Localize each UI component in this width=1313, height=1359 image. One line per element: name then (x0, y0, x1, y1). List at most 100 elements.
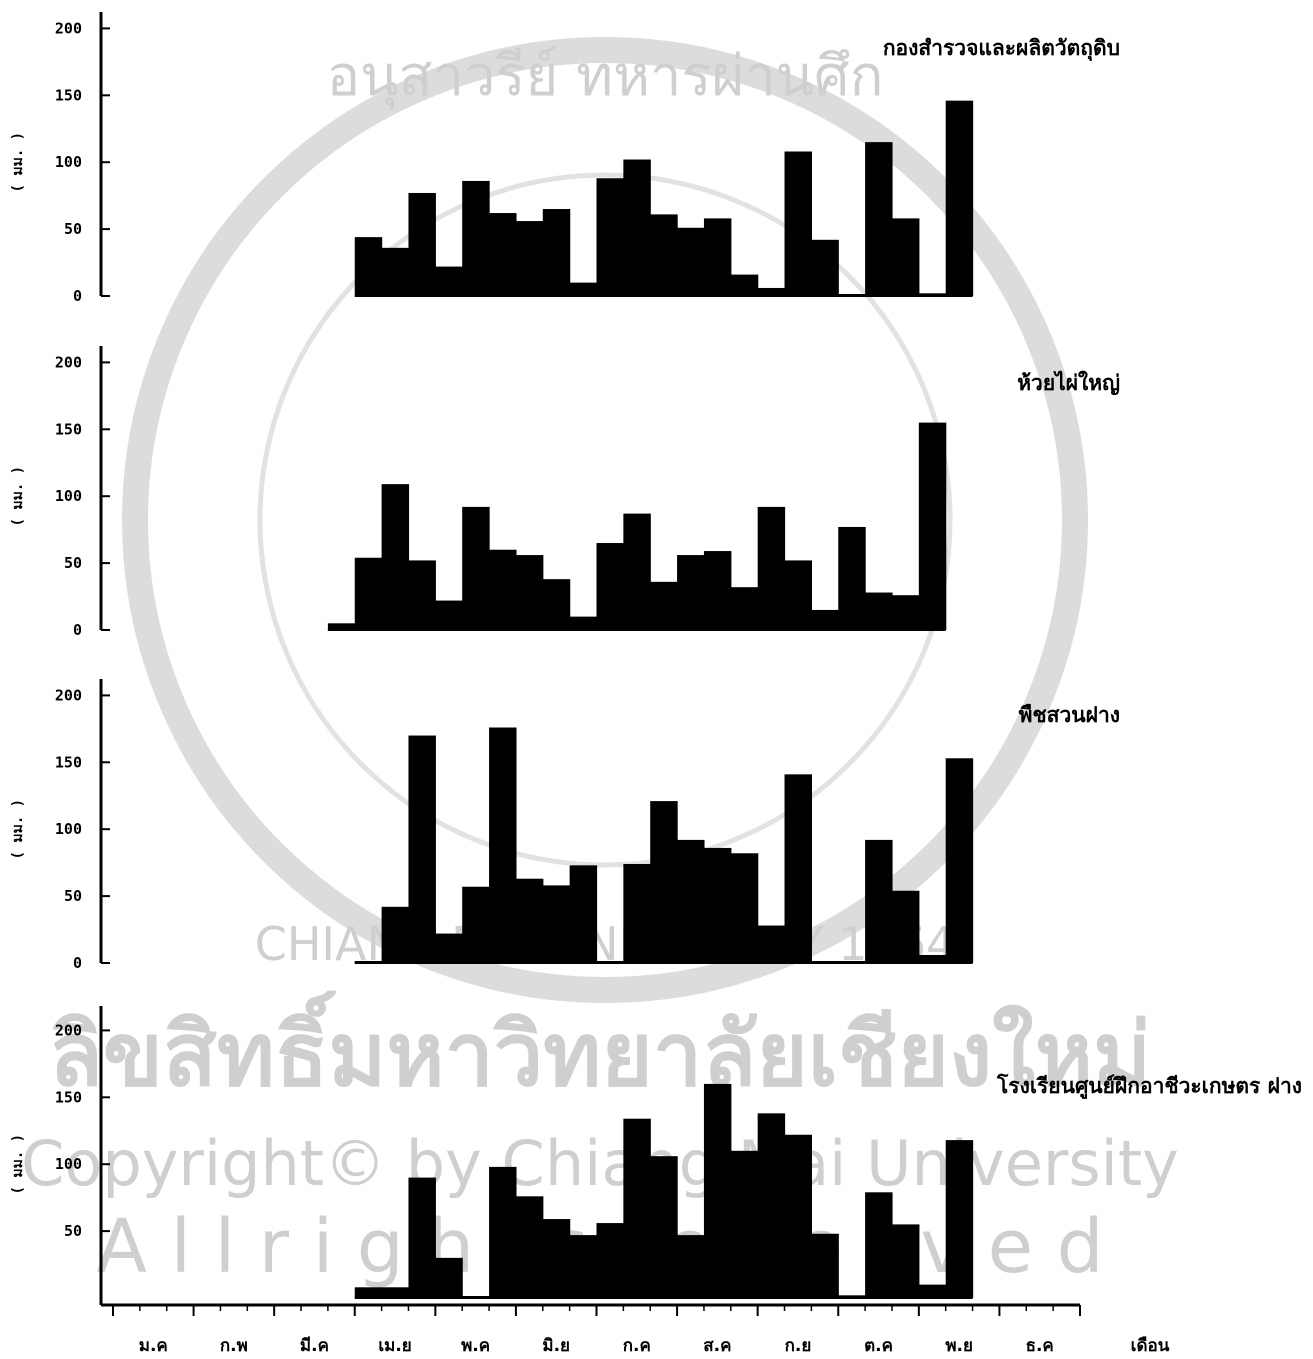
bar (381, 484, 410, 630)
bar (408, 560, 436, 630)
bar (838, 526, 866, 630)
bar (811, 1233, 839, 1298)
bar (623, 513, 651, 630)
x-month-label: ส.ค (703, 1336, 731, 1356)
bar (435, 600, 463, 630)
bar (515, 555, 544, 630)
bar (677, 227, 705, 296)
chart-title: กองสำรวจและผลิตวัตถุดิบ (883, 36, 1120, 62)
bar (381, 247, 410, 296)
bar (354, 557, 383, 630)
chart-title: ห้วยไผ่ใหญ่ (1017, 370, 1120, 396)
x-month-label: เม.ย (378, 1336, 411, 1356)
bar (569, 282, 598, 296)
x-axis: ม.ค ก.พ มี.ค เม.ย พ.ค มิ.ย ก.ค ส.ค ก.ย ต.ค พ.ย ธ.ค เ… (99, 1298, 1170, 1356)
bar (462, 886, 490, 963)
x-month-label: ก.ค (623, 1336, 651, 1356)
bar (354, 237, 383, 296)
bar (489, 727, 517, 963)
bar (569, 865, 598, 963)
bar (945, 100, 974, 296)
bar (596, 543, 624, 630)
bar (918, 1284, 947, 1298)
bar (945, 1140, 974, 1298)
x-month-label: พ.ค (461, 1336, 490, 1356)
bar (650, 1156, 678, 1298)
bar (435, 266, 463, 296)
bar (381, 906, 410, 963)
y-tick-label: 150 (55, 86, 82, 104)
chart-panel-2: 0 50 100 150 200 ( มม. ) ห้วยไผ่ใหญ่ (10, 346, 1120, 639)
bar (515, 1196, 544, 1298)
chart-title: โรงเรียนศูนย์ฝึกอาชีวะเกษตร ฝาง (996, 1073, 1302, 1100)
bar (623, 159, 651, 296)
bar (865, 142, 893, 296)
bar (891, 1224, 920, 1298)
y-tick-label: 200 (55, 19, 82, 37)
bar (408, 192, 436, 296)
bar (542, 885, 571, 963)
y-tick-label: 150 (55, 1088, 82, 1106)
bar (515, 221, 544, 296)
bar (435, 1257, 463, 1298)
y-tick-label: 0 (73, 621, 82, 639)
bar (784, 774, 812, 963)
bar (462, 180, 490, 296)
bar (381, 1287, 410, 1298)
bar (462, 506, 490, 630)
y-tick-label: 50 (64, 1222, 82, 1240)
bar (703, 1083, 732, 1298)
bar (542, 1219, 571, 1298)
bar (918, 422, 947, 630)
y-tick-label: 50 (64, 220, 82, 238)
bar (650, 581, 678, 630)
y-tick-label: 200 (55, 353, 82, 371)
bar (623, 1118, 651, 1298)
x-month-label: มิ.ย (542, 1336, 570, 1356)
bar (327, 623, 356, 630)
bar (489, 1166, 517, 1298)
y-tick-label: 100 (55, 1155, 82, 1173)
y-tick-label: 50 (64, 887, 82, 905)
bar (677, 1235, 705, 1298)
y-axis-label: ( มม. ) (10, 132, 26, 193)
bar (569, 1235, 598, 1298)
y-tick-label: 100 (55, 153, 82, 171)
bar (650, 801, 678, 963)
y-tick-label: 150 (55, 420, 82, 438)
bar (623, 863, 651, 963)
bar (865, 1192, 893, 1298)
bar (703, 218, 732, 296)
bar (757, 1113, 786, 1298)
bar (811, 239, 839, 296)
bar (865, 592, 893, 630)
bar (730, 1150, 759, 1298)
bar (891, 218, 920, 296)
bar (757, 925, 786, 963)
y-tick-label: 0 (73, 954, 82, 972)
x-month-label: พ.ย (945, 1336, 973, 1356)
chart-panel-3: 0 50 100 150 200 ( มม. ) พืชสวนฝาง (10, 679, 1120, 972)
chart-title: พืชสวนฝาง (1019, 703, 1120, 727)
y-tick-label: 100 (55, 487, 82, 505)
y-tick-label: 200 (55, 1021, 82, 1039)
y-tick-label: 200 (55, 686, 82, 704)
bar (703, 847, 732, 963)
chart-panel-4: 50 100 150 200 ( มม. ) โรงเรียนศูนย์ฝึกอาชีวะ… (10, 1006, 1302, 1299)
x-month-label: ก.พ (220, 1336, 248, 1356)
bar (596, 1223, 624, 1298)
bar (784, 560, 812, 630)
chart-panel-1: 0 50 100 150 200 ( มม. ) กองสำรวจและผลิตวัตถุด… (10, 12, 1120, 305)
bar (489, 213, 517, 296)
bar (757, 506, 786, 630)
x-month-label: มี.ค (300, 1335, 329, 1356)
bar (596, 178, 624, 296)
bar (730, 274, 759, 296)
y-tick-label: 50 (64, 554, 82, 572)
bar (891, 890, 920, 963)
bar (784, 151, 812, 296)
bar (408, 735, 436, 963)
bar (354, 1287, 383, 1298)
bar (489, 549, 517, 630)
